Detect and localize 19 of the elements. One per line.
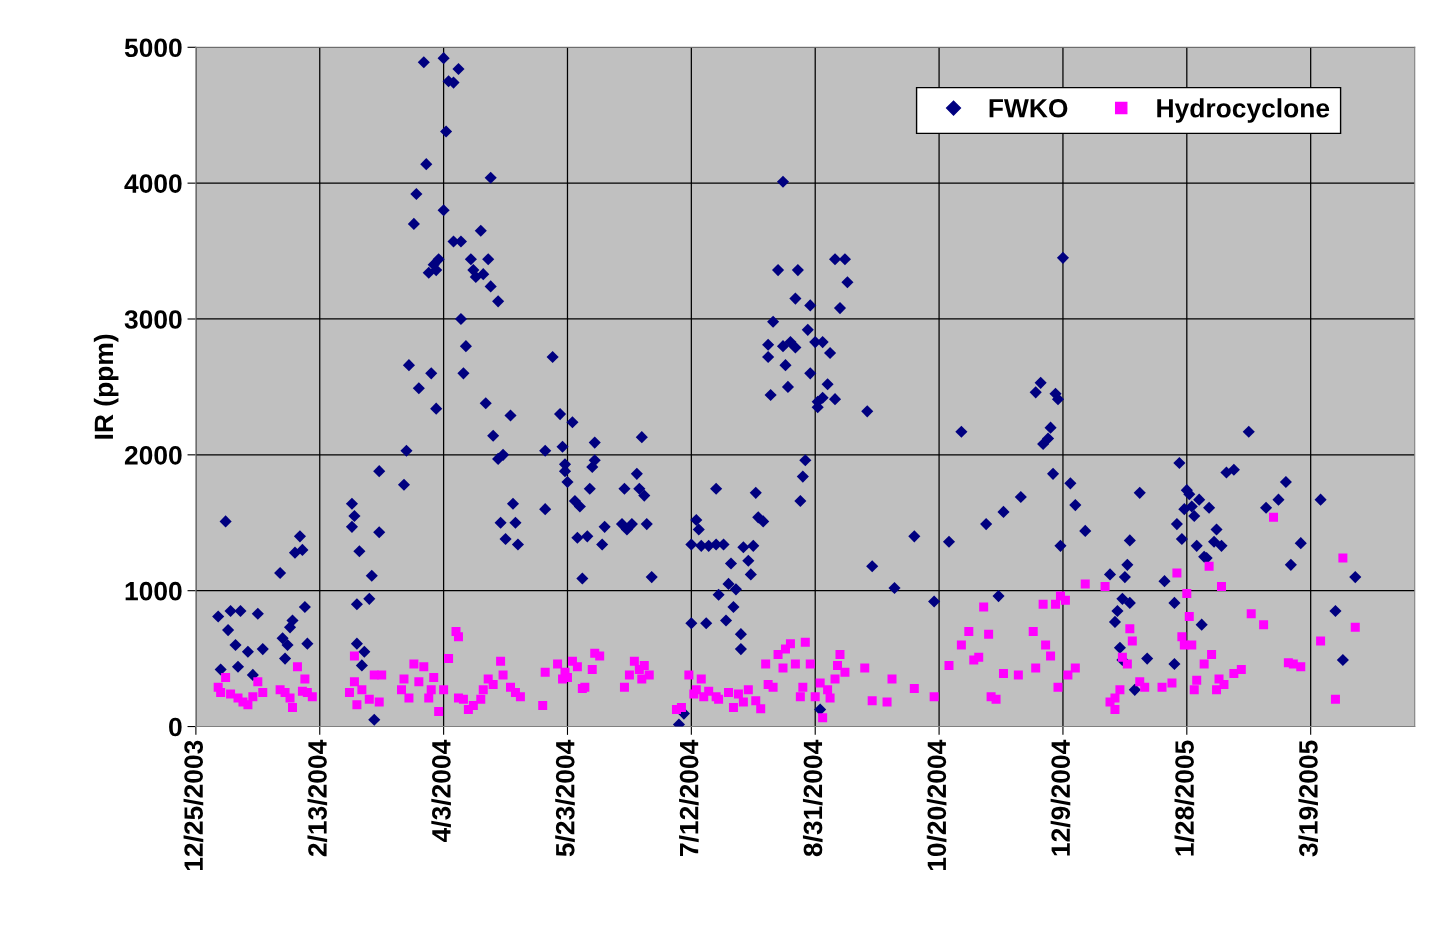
y-tick-label: 1000 xyxy=(125,581,182,601)
x-tick-label: 10/20/2004 xyxy=(926,739,947,871)
x-tick-label: 12/9/2004 xyxy=(1050,739,1071,856)
y-tick-label: 5000 xyxy=(124,38,182,58)
x-tick-label: 8/31/2004 xyxy=(802,739,823,857)
x-tick-label: 5/23/2004 xyxy=(555,739,575,857)
y-tick-label: 0 xyxy=(169,717,182,737)
x-tick-label: 3/19/2005 xyxy=(1298,740,1319,857)
y-axis-title: IR (ppm) xyxy=(93,334,119,439)
x-tick-label: 2/13/2004 xyxy=(307,739,328,857)
legend-label: Hydrocyclone xyxy=(1157,98,1330,123)
x-tick-label: 1/28/2005 xyxy=(1174,740,1195,856)
x-tick-label: 12/25/2003 xyxy=(183,740,204,871)
y-tick-label: 4000 xyxy=(124,174,182,193)
x-tick-label: 7/12/2004 xyxy=(679,739,699,856)
y-tick-label: 2000 xyxy=(124,445,182,465)
x-tick-label: 4/3/2004 xyxy=(431,739,451,843)
legend-label: FWKO xyxy=(989,98,1068,118)
y-tick-label: 3000 xyxy=(124,310,182,329)
